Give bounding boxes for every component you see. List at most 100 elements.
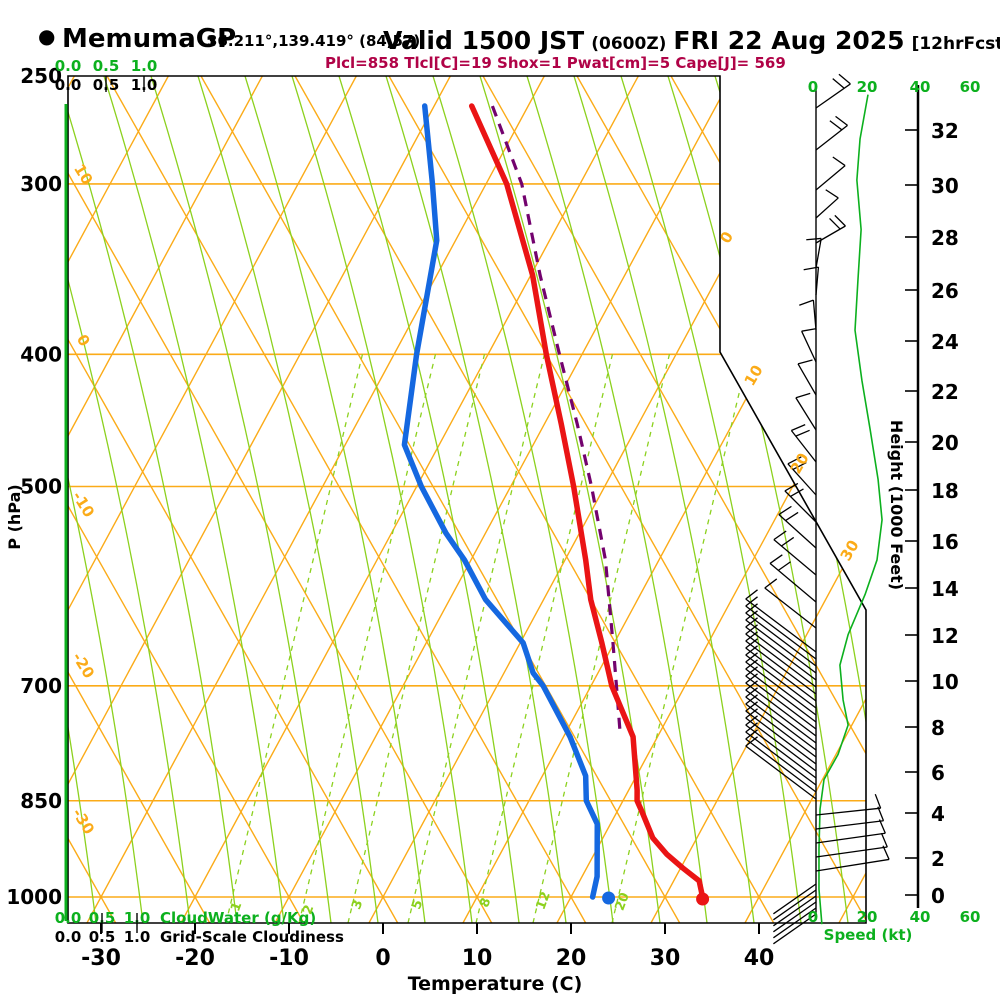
height-tick-label: 2 xyxy=(931,847,945,871)
wind-barb xyxy=(815,83,851,109)
wind-barb-tick xyxy=(825,189,839,199)
wind-barb-tick xyxy=(795,392,811,399)
temperature-curve xyxy=(468,103,706,900)
temp-tick-label: -30 xyxy=(81,946,121,971)
wind-barb-tick xyxy=(829,217,841,230)
wind-barb xyxy=(815,846,888,858)
title-bar: ● MemumaGP 36.211°,139.419° (84,57) Vali… xyxy=(0,0,1000,76)
wind-barb-tick xyxy=(745,736,758,747)
dry-adiabat-line xyxy=(294,76,775,923)
wind-barb-tick xyxy=(806,237,822,241)
wind-barb-tick xyxy=(777,561,791,571)
moist-adiabat-line xyxy=(68,76,97,923)
dry-adiabat-line xyxy=(200,76,681,923)
height-tick-label: 6 xyxy=(931,761,945,785)
moist-adiabat-line xyxy=(526,76,708,923)
height-tick-label: 8 xyxy=(931,716,945,740)
wind-barb xyxy=(745,731,817,786)
height-tick-label: 20 xyxy=(931,431,959,455)
moist-adiabat-line xyxy=(68,76,238,923)
wind-barb xyxy=(745,703,817,758)
valid-time-row: Valid 1500 JST (0600Z) FRI 22 Aug 2025 [… xyxy=(383,26,1000,55)
wind-barb-tick xyxy=(745,666,758,677)
wind-barb-tick xyxy=(745,624,758,635)
wind-barb-tick xyxy=(877,806,885,821)
pressure-tick-label: 300 xyxy=(20,172,62,196)
dry-adiabat-label: -30 xyxy=(68,805,98,838)
wind-barb xyxy=(745,675,817,730)
skewt-grid xyxy=(68,76,866,923)
wind-barb-tick xyxy=(745,701,758,712)
speed-scale-bottom-label: 60 xyxy=(960,908,981,926)
temp-axis-title: Temperature (C) xyxy=(408,973,583,995)
wind-barb xyxy=(815,858,890,872)
cloudiness-axis-title: Grid-Scale Cloudiness xyxy=(160,928,344,946)
wind-barb-tick xyxy=(835,115,848,126)
speed-scale-top-label: 60 xyxy=(960,78,981,96)
wind-barb-tick xyxy=(829,120,843,131)
pressure-tick-label: 700 xyxy=(20,674,62,698)
height-tick-label: 14 xyxy=(931,577,959,601)
wind-barb-tick xyxy=(745,596,758,607)
wind-barb xyxy=(815,124,848,151)
wind-barb xyxy=(815,165,846,191)
wind-barb-tick xyxy=(745,694,758,705)
wind-speed-curve xyxy=(818,94,883,925)
wind-barb xyxy=(815,267,820,296)
wind-barb-tick xyxy=(878,819,886,834)
wind-barb xyxy=(745,682,817,737)
station-coords: 36.211°,139.419° (84,57) xyxy=(207,32,421,50)
moist-adiabat-line xyxy=(855,76,866,923)
wind-barb xyxy=(773,913,817,945)
pressure-tick-label: 500 xyxy=(20,475,62,499)
moist-adiabat-line xyxy=(432,76,614,923)
speed-scale-bottom-label: 0 xyxy=(808,908,818,926)
plot-border xyxy=(67,75,867,924)
temp-tick-label: 30 xyxy=(650,946,681,971)
valid-date: FRI 22 Aug 2025 xyxy=(673,26,905,55)
wind-barb-tick xyxy=(792,462,807,470)
isotherm-line xyxy=(744,76,866,923)
mixing-ratio-line xyxy=(475,351,614,923)
wind-barb-tick xyxy=(795,429,810,437)
wind-barb xyxy=(773,539,817,576)
cloudiness-scale-bottom: 0.5 xyxy=(89,928,116,946)
wind-barb-tick xyxy=(784,482,799,492)
temp-tick-label: -10 xyxy=(269,946,309,971)
wind-barb xyxy=(745,689,817,744)
wind-barb xyxy=(773,889,817,921)
wind-barb-tick xyxy=(769,554,783,564)
isotherm-line xyxy=(462,76,866,923)
wind-barb-tick xyxy=(745,638,758,649)
wind-barb xyxy=(812,300,817,331)
pressure-tick-label: 250 xyxy=(20,64,62,88)
speed-scale-bottom-label: 40 xyxy=(910,908,931,926)
wind-barb xyxy=(773,907,817,939)
moist-adiabat-line xyxy=(714,76,866,923)
moist-adiabat-line xyxy=(761,76,866,923)
isotherm-line xyxy=(86,76,545,923)
isotherm-line xyxy=(180,76,639,923)
wind-barb xyxy=(745,696,817,751)
wind-barb xyxy=(801,330,817,363)
height-tick-label: 22 xyxy=(931,380,959,404)
mixing-ratio-line xyxy=(611,351,750,923)
wind-barb-tick xyxy=(803,266,819,271)
dry-adiabat-line xyxy=(68,76,305,923)
wind-barb-tick xyxy=(745,610,758,621)
wind-barb xyxy=(784,490,817,523)
isotherm-label: 30 xyxy=(837,537,863,564)
wind-barb-tick xyxy=(745,708,758,719)
pressure-tick-label: 1000 xyxy=(6,885,62,909)
sounding-parameters: Plcl=858 Tlcl[C]=19 Shox=1 Pwat[cm]=5 Ca… xyxy=(325,54,786,72)
wind-barb xyxy=(745,640,817,695)
temp-tick-label: 20 xyxy=(556,946,587,971)
wind-barb xyxy=(745,745,817,800)
height-tick-label: 16 xyxy=(931,530,959,554)
moist-adiabat-line xyxy=(103,76,285,923)
isotherm-label: 20 xyxy=(787,450,813,477)
height-tick-label: 0 xyxy=(931,884,945,908)
